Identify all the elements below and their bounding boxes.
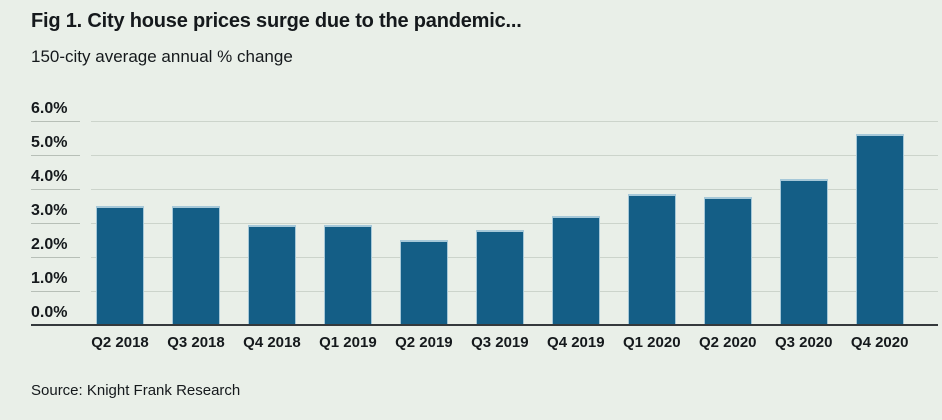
gridline (91, 188, 938, 190)
bar-q4-2020 (855, 134, 904, 325)
x-tick-label: Q3 2020 (774, 334, 833, 351)
x-tick-label: Q2 2020 (698, 334, 757, 351)
x-tick-label: Q4 2020 (850, 334, 909, 351)
bar-q2-2019 (399, 239, 448, 325)
gridline (91, 120, 938, 122)
y-tick-label: 0.0% (31, 304, 68, 321)
y-tick-label: 5.0% (31, 133, 68, 151)
y-tick-underline (31, 188, 80, 190)
bar-q4-2018 (247, 224, 296, 325)
bar-q3-2019 (475, 229, 524, 325)
bar-q2-2020 (703, 197, 752, 325)
x-tick-label: Q1 2019 (319, 334, 377, 351)
y-tick-label: 3.0% (31, 201, 68, 219)
bar-q2-2018 (96, 205, 144, 325)
x-tick-label: Q2 2019 (395, 334, 453, 351)
y-tick-label: 1.0% (31, 269, 68, 287)
chart-title: Fig 1. City house prices surge due to th… (31, 10, 522, 32)
x-tick-label: Q1 2020 (623, 334, 681, 351)
bar-q3-2020 (779, 178, 828, 325)
bar-q3-2018 (171, 205, 220, 325)
bar-q4-2019 (551, 216, 600, 325)
x-tick-label: Q3 2019 (471, 334, 529, 351)
y-tick-underline (31, 120, 80, 122)
y-tick-underline (31, 222, 80, 224)
chart-subtitle: 150-city average annual % change (31, 47, 293, 66)
x-tick-label: Q4 2018 (243, 334, 301, 351)
x-tick-label: Q2 2018 (91, 334, 149, 351)
bar-q1-2019 (323, 224, 372, 325)
x-tick-label: Q3 2018 (167, 334, 225, 351)
source-note: Source: Knight Frank Research (31, 382, 241, 399)
y-tick-label: 2.0% (31, 235, 68, 253)
bar-q1-2020 (627, 193, 676, 325)
gridline (91, 154, 938, 156)
x-axis-baseline (31, 324, 938, 326)
y-tick-underline (31, 290, 80, 292)
gridline (91, 222, 938, 224)
y-tick-label: 4.0% (31, 167, 68, 185)
x-tick-label: Q4 2019 (547, 334, 605, 351)
y-tick-underline (31, 154, 80, 156)
y-tick-underline (31, 256, 80, 258)
y-tick-label: 6.0% (31, 99, 68, 117)
